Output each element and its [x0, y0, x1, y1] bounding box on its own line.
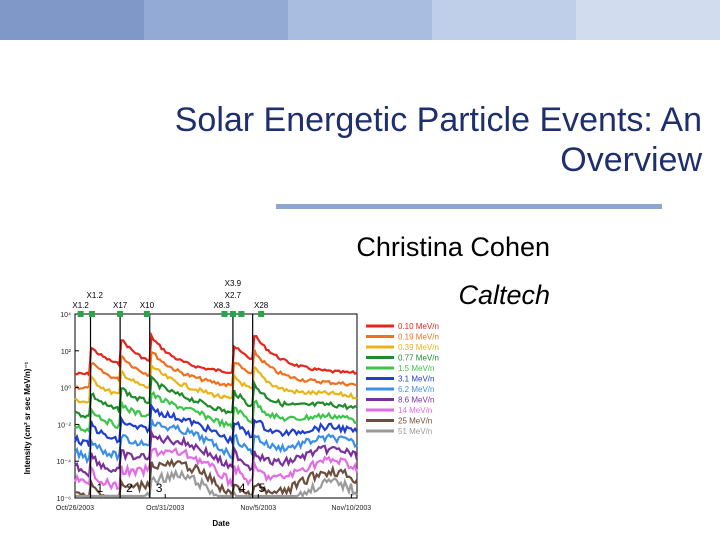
intensity-curve	[73, 446, 359, 491]
flare-marker	[143, 311, 150, 317]
flare-marker	[77, 311, 84, 317]
event-number: 3	[156, 481, 163, 495]
legend-label: 3.1 MeV/n	[398, 375, 434, 384]
top-bar-tile	[0, 0, 145, 40]
event-onset-lines	[89, 314, 254, 498]
flare-marker	[238, 311, 245, 317]
flare-marker	[221, 311, 228, 317]
intensity-curve	[75, 457, 358, 500]
flare-label: X10	[140, 301, 155, 310]
intensity-curve	[74, 374, 358, 419]
title-underline	[276, 204, 662, 209]
top-bar-tile	[432, 0, 577, 40]
flare-label: X1.2	[72, 301, 89, 310]
intensity-curve	[74, 428, 359, 480]
y-tick-label: 10²	[61, 349, 72, 356]
flare-label: X2.7	[225, 291, 242, 300]
flare-label: X1.2	[87, 291, 104, 300]
legend-label: 0.77 MeV/n	[398, 354, 439, 363]
flare-marker	[117, 311, 124, 317]
x-tick-label: Nov/5/2003	[240, 505, 276, 512]
event-number: 1	[97, 481, 104, 495]
particle-intensity-figure: Intensity (cm² sr sec MeV/n)⁻¹ Date 10⁴1…	[23, 279, 439, 528]
y-tick-label: 10⁻²	[57, 422, 71, 429]
event-number: 4	[239, 481, 246, 495]
flare-labels: X1.2X1.2 X17 X10 X3.9 X2.7X8.3 X28	[72, 279, 269, 317]
intensity-curve	[75, 468, 358, 500]
flare-marker	[88, 311, 95, 317]
y-tick-label: 10⁻⁴	[57, 459, 72, 466]
flare-label: X8.3	[213, 301, 230, 310]
flare-marker	[229, 311, 236, 317]
event-number: 2	[126, 481, 133, 495]
author-affiliation: Caltech	[458, 280, 550, 310]
x-tick-label: Oct/31/2003	[146, 505, 184, 512]
legend-label: 8.6 MeV/n	[398, 396, 434, 405]
top-bar-tile	[576, 0, 720, 40]
flare-label: X3.9	[225, 279, 242, 288]
y-axis-title: Intensity (cm² sr sec MeV/n)⁻¹	[23, 361, 32, 474]
top-bar-tile	[144, 0, 289, 40]
legend-label: 0.10 MeV/n	[398, 322, 439, 331]
energy-legend: 0.10 MeV/n 0.19 MeV/n0.39 MeV/n 0.77 MeV/n…	[366, 322, 439, 436]
x-tick-label: Nov/10/2003	[332, 505, 372, 512]
top-gradient-bar	[0, 0, 720, 40]
intensity-curve	[74, 331, 358, 378]
flare-label: X28	[254, 301, 269, 310]
flare-label: X17	[113, 301, 128, 310]
event-number: 5	[259, 481, 266, 495]
flare-marker	[258, 311, 265, 317]
top-bar-tile	[288, 0, 433, 40]
y-tick-label: 10⁴	[60, 312, 71, 319]
legend-label: 51 MeV/n	[398, 427, 432, 436]
legend-label: 14 MeV/n	[398, 406, 432, 415]
axis-ticks: 10⁴ 10² 10⁰ 10⁻² 10⁻⁴ 10⁻⁶ Oct/26/2003 Oct/31/2…	[56, 312, 371, 512]
x-axis-title: Date	[212, 519, 230, 528]
intensity-curve	[74, 362, 358, 404]
intensity-curve	[74, 418, 358, 465]
slide-title: Solar Energetic Particle Events: An Over…	[174, 101, 702, 179]
legend-label: 6.2 MeV/n	[398, 385, 434, 394]
x-tick-label: Oct/26/2003	[56, 505, 94, 512]
intensity-curves	[73, 331, 359, 500]
y-tick-label: 10⁰	[60, 385, 71, 393]
legend-label: 0.19 MeV/n	[398, 333, 439, 342]
intensity-curve	[73, 402, 358, 447]
intensity-curve	[74, 391, 358, 435]
author-name: Christina Cohen	[356, 232, 550, 262]
legend-label: 25 MeV/n	[398, 417, 432, 426]
intensity-curve	[74, 349, 358, 391]
y-tick-label: 10⁻⁶	[57, 496, 71, 503]
legend-label: 0.39 MeV/n	[398, 343, 439, 352]
legend-label: 1.5 MeV/n	[398, 364, 434, 373]
